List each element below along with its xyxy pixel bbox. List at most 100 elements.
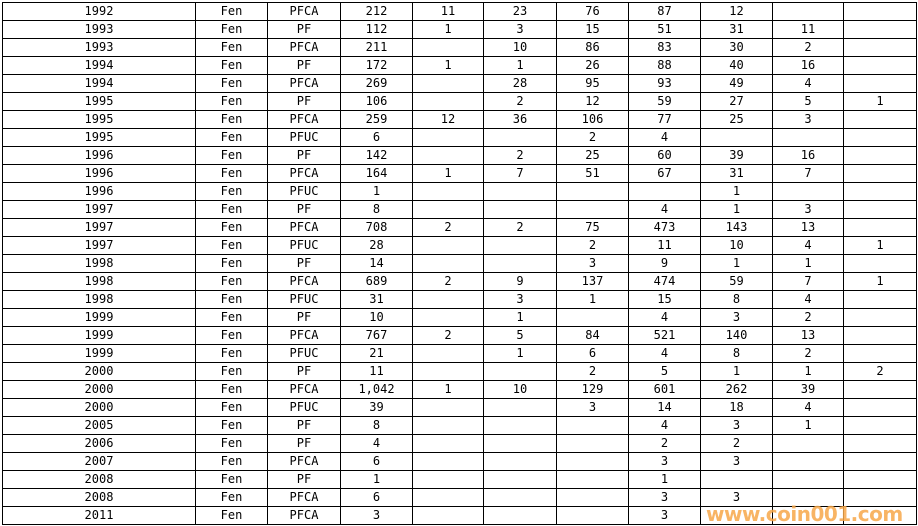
table-cell[interactable] xyxy=(843,74,917,93)
table-cell[interactable]: Fen xyxy=(195,218,268,237)
table-cell[interactable]: Fen xyxy=(195,200,268,219)
table-cell[interactable] xyxy=(843,56,917,75)
table-cell[interactable]: 1999 xyxy=(2,326,196,345)
table-cell[interactable] xyxy=(843,254,917,273)
table-cell[interactable]: 142 xyxy=(340,146,413,165)
table-cell[interactable]: 1995 xyxy=(2,92,196,111)
table-cell[interactable]: PF xyxy=(267,92,341,111)
table-cell[interactable]: 1 xyxy=(772,254,844,273)
table-cell[interactable]: Fen xyxy=(195,362,268,381)
table-cell[interactable]: Fen xyxy=(195,434,268,453)
table-cell[interactable]: PFUC xyxy=(267,398,341,417)
table-cell[interactable]: 1 xyxy=(412,20,484,39)
table-cell[interactable]: 27 xyxy=(700,92,773,111)
table-cell[interactable] xyxy=(843,380,917,399)
table-cell[interactable]: 10 xyxy=(483,38,557,57)
table-cell[interactable]: 1,042 xyxy=(340,380,413,399)
table-cell[interactable]: 143 xyxy=(700,218,773,237)
table-cell[interactable]: 31 xyxy=(700,20,773,39)
table-cell[interactable]: Fen xyxy=(195,92,268,111)
table-cell[interactable]: 1 xyxy=(628,470,701,489)
table-cell[interactable]: 10 xyxy=(700,236,773,255)
table-cell[interactable] xyxy=(483,398,557,417)
table-cell[interactable]: Fen xyxy=(195,344,268,363)
table-cell[interactable] xyxy=(772,470,844,489)
table-cell[interactable]: 3 xyxy=(772,200,844,219)
table-cell[interactable] xyxy=(843,20,917,39)
table-cell[interactable]: 7 xyxy=(772,272,844,291)
table-cell[interactable] xyxy=(483,488,557,507)
table-cell[interactable]: 1 xyxy=(772,362,844,381)
table-cell[interactable]: 31 xyxy=(340,290,413,309)
table-cell[interactable]: 2 xyxy=(483,92,557,111)
table-cell[interactable] xyxy=(556,488,629,507)
table-cell[interactable]: Fen xyxy=(195,128,268,147)
table-cell[interactable]: PF xyxy=(267,416,341,435)
table-cell[interactable]: 8 xyxy=(340,416,413,435)
table-cell[interactable]: 1997 xyxy=(2,200,196,219)
table-cell[interactable] xyxy=(412,92,484,111)
table-cell[interactable]: Fen xyxy=(195,164,268,183)
table-cell[interactable]: Fen xyxy=(195,452,268,471)
table-cell[interactable]: 4 xyxy=(628,344,701,363)
table-cell[interactable]: PF xyxy=(267,146,341,165)
table-cell[interactable]: PF xyxy=(267,56,341,75)
table-cell[interactable]: 1 xyxy=(700,200,773,219)
table-cell[interactable] xyxy=(483,236,557,255)
table-cell[interactable]: 211 xyxy=(340,38,413,57)
table-cell[interactable]: 6 xyxy=(556,344,629,363)
table-cell[interactable]: 3 xyxy=(772,110,844,129)
table-cell[interactable]: PFCA xyxy=(267,74,341,93)
table-cell[interactable]: Fen xyxy=(195,272,268,291)
table-cell[interactable]: 8 xyxy=(700,290,773,309)
table-cell[interactable]: 11 xyxy=(772,20,844,39)
table-cell[interactable]: 7 xyxy=(772,164,844,183)
table-cell[interactable]: 95 xyxy=(556,74,629,93)
table-cell[interactable]: 2000 xyxy=(2,398,196,417)
table-cell[interactable]: Fen xyxy=(195,308,268,327)
table-cell[interactable]: PFCA xyxy=(267,110,341,129)
table-cell[interactable]: 3 xyxy=(700,416,773,435)
table-cell[interactable]: PFCA xyxy=(267,488,341,507)
table-cell[interactable]: 9 xyxy=(628,254,701,273)
table-cell[interactable]: 14 xyxy=(628,398,701,417)
table-cell[interactable]: Fen xyxy=(195,416,268,435)
table-cell[interactable]: 1995 xyxy=(2,110,196,129)
table-cell[interactable] xyxy=(556,416,629,435)
table-cell[interactable]: Fen xyxy=(195,146,268,165)
table-cell[interactable]: 1998 xyxy=(2,272,196,291)
table-cell[interactable]: PFCA xyxy=(267,218,341,237)
table-cell[interactable]: 2 xyxy=(772,344,844,363)
table-cell[interactable] xyxy=(483,434,557,453)
table-cell[interactable]: 1 xyxy=(556,290,629,309)
table-cell[interactable] xyxy=(412,362,484,381)
table-cell[interactable]: 7 xyxy=(483,164,557,183)
table-cell[interactable]: 49 xyxy=(700,74,773,93)
table-cell[interactable]: Fen xyxy=(195,254,268,273)
table-cell[interactable]: 4 xyxy=(772,398,844,417)
table-cell[interactable]: 1 xyxy=(700,362,773,381)
table-cell[interactable]: 18 xyxy=(700,398,773,417)
table-cell[interactable]: 11 xyxy=(628,236,701,255)
table-cell[interactable]: PFCA xyxy=(267,272,341,291)
table-cell[interactable]: 93 xyxy=(628,74,701,93)
table-cell[interactable]: 689 xyxy=(340,272,413,291)
table-cell[interactable]: 77 xyxy=(628,110,701,129)
table-cell[interactable]: 25 xyxy=(700,110,773,129)
table-cell[interactable]: 2011 xyxy=(2,506,196,525)
table-cell[interactable]: 12 xyxy=(700,2,773,21)
table-cell[interactable]: PFCA xyxy=(267,506,341,525)
table-cell[interactable]: 60 xyxy=(628,146,701,165)
table-cell[interactable]: 106 xyxy=(340,92,413,111)
table-cell[interactable]: 3 xyxy=(628,506,701,525)
table-cell[interactable] xyxy=(412,74,484,93)
table-cell[interactable]: 3 xyxy=(628,452,701,471)
table-cell[interactable]: 2005 xyxy=(2,416,196,435)
table-cell[interactable]: 1999 xyxy=(2,308,196,327)
table-cell[interactable]: 15 xyxy=(556,20,629,39)
table-cell[interactable] xyxy=(772,2,844,21)
table-cell[interactable]: 12 xyxy=(556,92,629,111)
table-cell[interactable] xyxy=(843,416,917,435)
table-cell[interactable]: 140 xyxy=(700,326,773,345)
table-cell[interactable] xyxy=(772,434,844,453)
